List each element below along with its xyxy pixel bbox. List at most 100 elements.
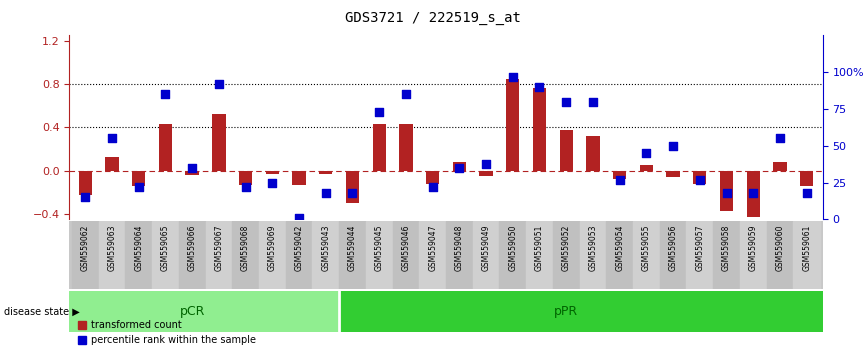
Text: GSM559047: GSM559047 bbox=[428, 225, 437, 271]
Text: GSM559049: GSM559049 bbox=[481, 225, 490, 271]
Text: GSM559052: GSM559052 bbox=[562, 225, 571, 271]
Bar bbox=[453, 162, 466, 171]
Bar bbox=[399, 124, 412, 171]
Point bbox=[773, 136, 787, 141]
Bar bbox=[793, 221, 820, 289]
Text: GSM559048: GSM559048 bbox=[455, 225, 464, 271]
Bar bbox=[286, 221, 313, 289]
Bar bbox=[446, 221, 473, 289]
Bar bbox=[239, 171, 252, 185]
Bar bbox=[185, 171, 199, 175]
Point bbox=[319, 190, 333, 196]
Point bbox=[346, 190, 359, 196]
Bar bbox=[687, 221, 714, 289]
Bar bbox=[99, 221, 126, 289]
Bar bbox=[152, 221, 178, 289]
Bar bbox=[720, 171, 734, 211]
Point bbox=[613, 177, 627, 183]
Text: GSM559069: GSM559069 bbox=[268, 225, 277, 271]
Text: GSM559046: GSM559046 bbox=[402, 225, 410, 271]
Bar bbox=[693, 171, 707, 184]
Bar bbox=[339, 221, 365, 289]
Bar bbox=[533, 88, 546, 171]
Bar bbox=[714, 221, 740, 289]
Bar bbox=[106, 157, 119, 171]
Text: GSM559056: GSM559056 bbox=[669, 225, 677, 271]
Bar bbox=[132, 171, 145, 186]
Bar bbox=[158, 124, 172, 171]
Text: GSM559042: GSM559042 bbox=[294, 225, 304, 271]
Bar bbox=[319, 171, 333, 174]
Text: pPR: pPR bbox=[554, 305, 578, 318]
Point bbox=[746, 190, 760, 196]
Point bbox=[586, 99, 600, 104]
Text: GDS3721 / 222519_s_at: GDS3721 / 222519_s_at bbox=[345, 11, 521, 25]
Point bbox=[399, 91, 413, 97]
Bar bbox=[419, 221, 446, 289]
Point bbox=[452, 165, 466, 171]
Bar bbox=[266, 171, 279, 174]
Text: GSM559065: GSM559065 bbox=[161, 225, 170, 271]
Bar bbox=[259, 221, 286, 289]
Point bbox=[212, 81, 226, 87]
Point bbox=[265, 180, 279, 185]
Bar bbox=[480, 171, 493, 176]
Text: GSM559045: GSM559045 bbox=[375, 225, 384, 271]
Point bbox=[799, 190, 813, 196]
Bar bbox=[232, 221, 259, 289]
Bar bbox=[660, 221, 687, 289]
Text: GSM559064: GSM559064 bbox=[134, 225, 143, 271]
Bar bbox=[293, 171, 306, 185]
Bar bbox=[800, 171, 813, 186]
Text: GSM559050: GSM559050 bbox=[508, 225, 517, 271]
Bar bbox=[365, 221, 392, 289]
Text: GSM559054: GSM559054 bbox=[615, 225, 624, 271]
Point bbox=[666, 143, 680, 149]
Text: GSM559057: GSM559057 bbox=[695, 225, 704, 271]
Bar bbox=[766, 221, 793, 289]
Text: GSM559067: GSM559067 bbox=[215, 225, 223, 271]
Bar bbox=[606, 221, 633, 289]
Bar bbox=[586, 136, 599, 171]
Text: GSM559053: GSM559053 bbox=[588, 225, 598, 271]
Bar bbox=[372, 124, 386, 171]
Bar bbox=[527, 221, 553, 289]
Text: GSM559063: GSM559063 bbox=[107, 225, 117, 271]
Point bbox=[506, 74, 520, 79]
Text: GSM559044: GSM559044 bbox=[348, 225, 357, 271]
Bar bbox=[126, 221, 152, 289]
Bar bbox=[339, 291, 823, 332]
Point bbox=[639, 150, 653, 156]
Point bbox=[533, 84, 546, 90]
Text: GSM559068: GSM559068 bbox=[241, 225, 250, 271]
Point bbox=[479, 161, 493, 166]
Bar bbox=[426, 171, 439, 184]
Bar bbox=[205, 221, 232, 289]
Text: GSM559066: GSM559066 bbox=[188, 225, 197, 271]
Point bbox=[158, 91, 172, 97]
Text: GSM559060: GSM559060 bbox=[775, 225, 785, 271]
Point bbox=[239, 184, 253, 190]
Point bbox=[372, 109, 386, 115]
Bar bbox=[553, 221, 579, 289]
Bar bbox=[640, 165, 653, 171]
Text: GSM559043: GSM559043 bbox=[321, 225, 330, 271]
Point bbox=[426, 184, 440, 190]
Bar bbox=[500, 221, 527, 289]
Bar bbox=[72, 221, 99, 289]
Point bbox=[693, 177, 707, 183]
Point bbox=[185, 165, 199, 171]
Bar bbox=[69, 291, 339, 332]
Text: GSM559055: GSM559055 bbox=[642, 225, 651, 271]
Text: GSM559061: GSM559061 bbox=[802, 225, 811, 271]
Bar bbox=[79, 171, 92, 195]
Bar bbox=[773, 162, 786, 171]
Bar bbox=[633, 221, 660, 289]
Bar bbox=[613, 171, 626, 179]
Point bbox=[105, 136, 119, 141]
Bar bbox=[559, 130, 573, 171]
Bar bbox=[346, 171, 359, 203]
Text: GSM559058: GSM559058 bbox=[722, 225, 731, 271]
Text: GSM559062: GSM559062 bbox=[81, 225, 90, 271]
Point bbox=[559, 99, 573, 104]
